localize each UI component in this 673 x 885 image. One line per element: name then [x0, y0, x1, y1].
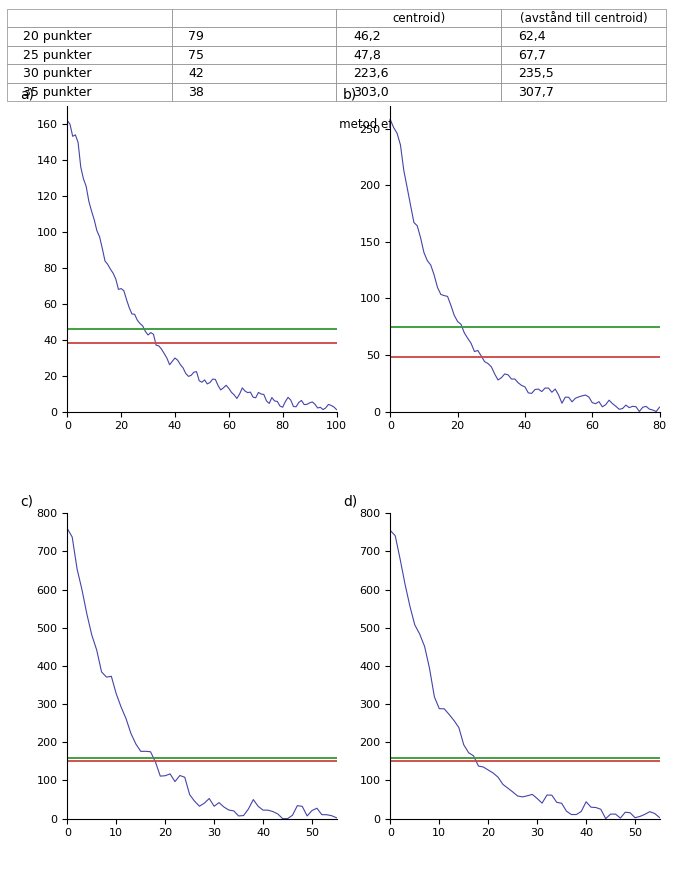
- Text: d): d): [343, 495, 357, 509]
- Text: Tabell 8: resultat för punktbaserad metod eftermiddagsrusningstrafik: Tabell 8: resultat för punktbaserad meto…: [131, 118, 542, 131]
- Text: c): c): [20, 495, 33, 509]
- Text: a): a): [20, 88, 34, 102]
- Text: b): b): [343, 88, 357, 102]
